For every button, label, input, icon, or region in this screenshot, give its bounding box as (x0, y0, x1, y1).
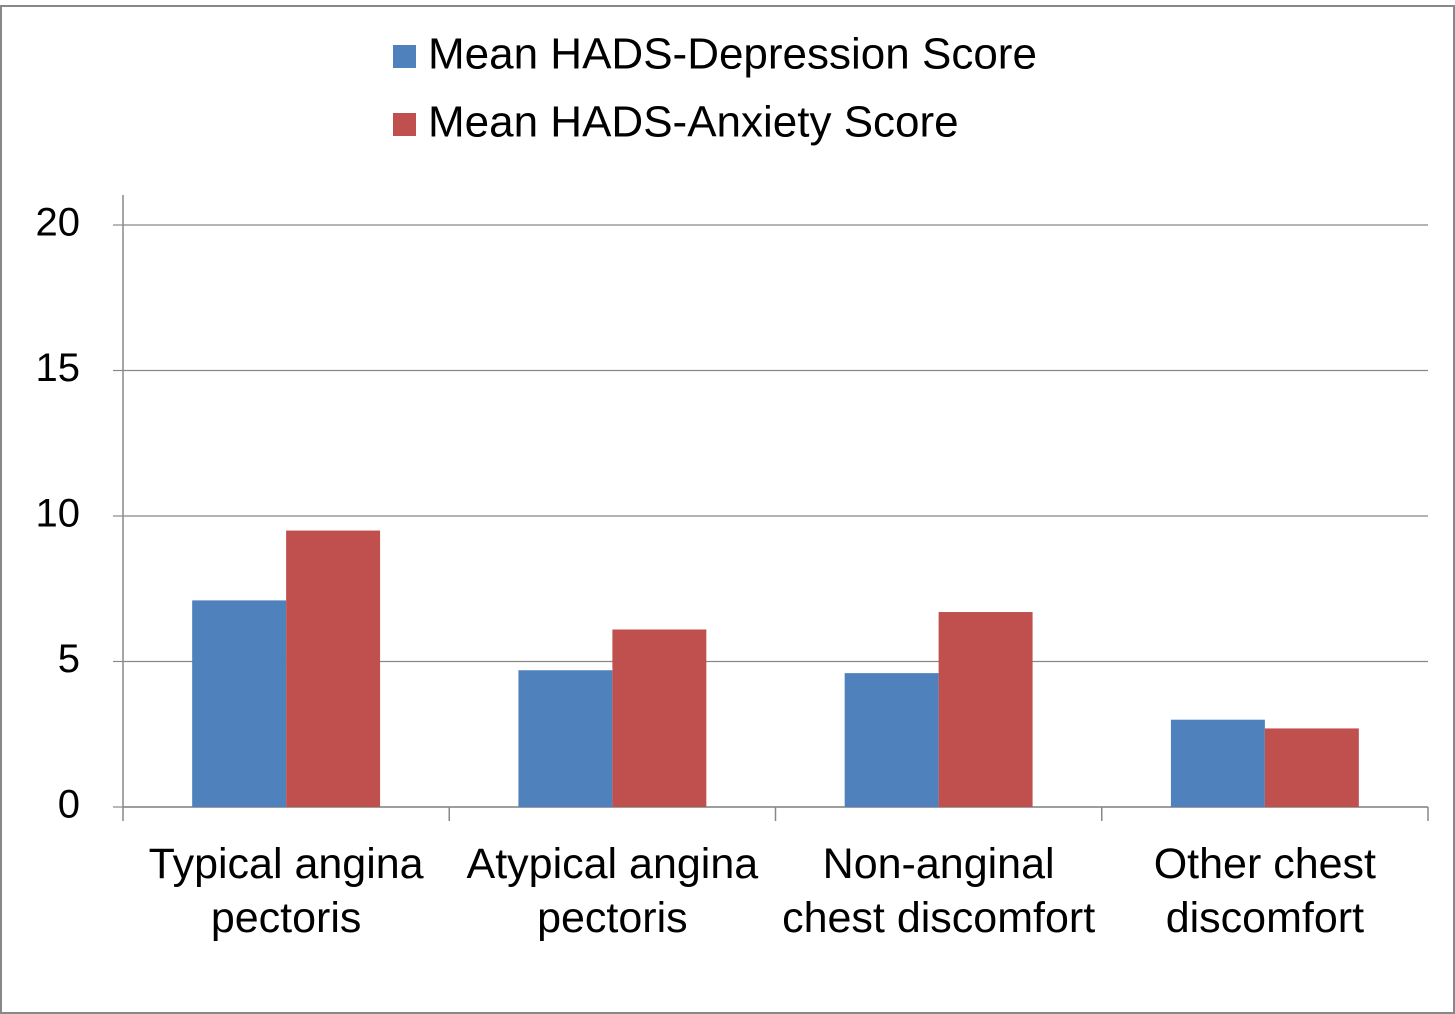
bar (192, 600, 287, 807)
bar (938, 612, 1033, 807)
y-tick-label: 15 (36, 346, 81, 390)
bar (518, 670, 613, 807)
y-tick-label: 0 (58, 783, 80, 827)
y-tick-label: 5 (58, 637, 80, 681)
y-tick-label: 20 (36, 201, 81, 245)
legend-label: Mean HADS-Depression Score (428, 30, 1037, 79)
x-tick-label: Atypical angina pectoris (466, 840, 759, 942)
bar (612, 629, 707, 807)
x-tick-label: Typical angina pectoris (148, 840, 424, 942)
legend-swatch (393, 45, 416, 68)
y-tick-label: 10 (36, 492, 81, 536)
bar (844, 673, 939, 807)
x-tick-label: Non-anginal chest discomfort (782, 840, 1096, 942)
bar (286, 530, 381, 807)
chart-frame (0, 5, 1455, 1014)
bar (1170, 719, 1265, 807)
x-tick-label: Other chest discomfort (1153, 840, 1376, 942)
bar (1264, 728, 1359, 807)
legend-swatch (393, 113, 416, 136)
legend-label: Mean HADS-Anxiety Score (428, 98, 959, 147)
